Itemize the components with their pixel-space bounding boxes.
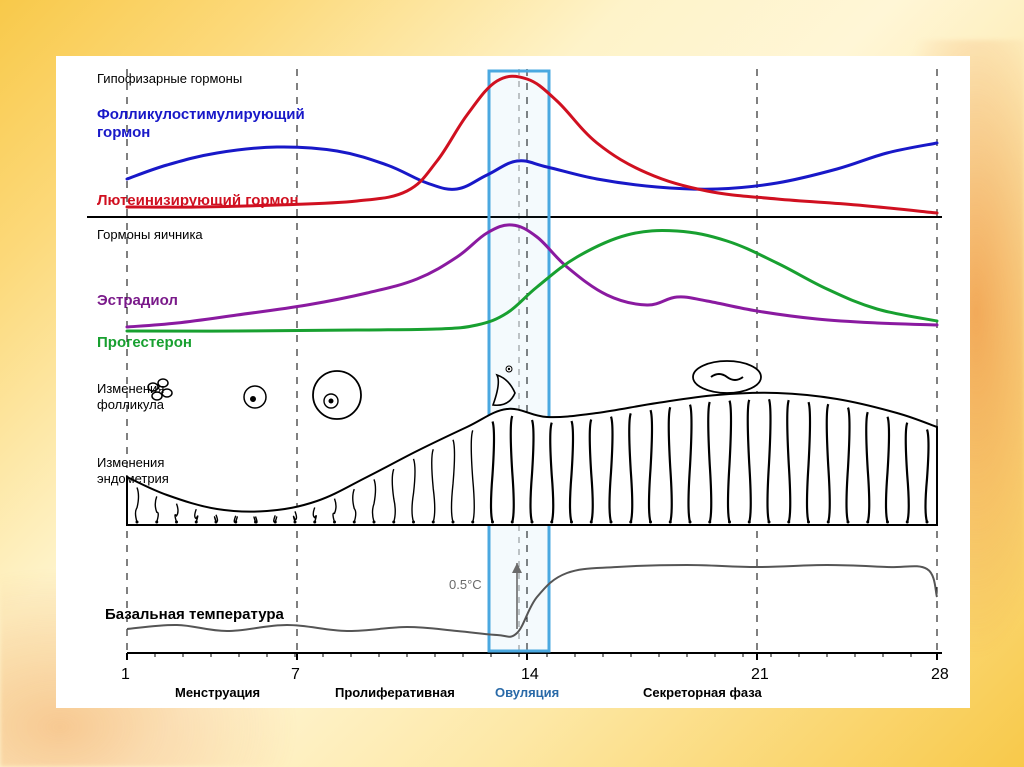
tick-label: 21 xyxy=(751,666,769,683)
menstrual-cycle-chart: 1 7 14 21 28 Гипофизарные гормоны Фолликулости… xyxy=(57,57,969,707)
phase-label: Овуляция xyxy=(495,685,559,700)
ovulation-highlight xyxy=(489,71,549,651)
label-basal: Базальная температура xyxy=(105,606,285,623)
label-follicle: Изменения xyxy=(97,381,164,396)
label-progesterone: Прогестерон xyxy=(97,334,192,351)
label-section1: Гипофизарные гормоны xyxy=(97,71,242,86)
label-section2: Гормоны яичника xyxy=(97,227,203,242)
label-fsh: Фолликулостимулирующий xyxy=(97,106,305,123)
tick-label: 7 xyxy=(291,666,300,683)
label-estradiol: Эстрадиол xyxy=(97,292,178,309)
label-delta: 0.5°C xyxy=(449,577,482,592)
label-endo: Изменения xyxy=(97,455,164,470)
phase-label: Менструация xyxy=(175,685,260,700)
tick-label: 14 xyxy=(521,666,539,683)
graafian-follicle xyxy=(313,371,361,419)
chart-panel: 1 7 14 21 28 Гипофизарные гормоны Фолликулости… xyxy=(56,56,970,708)
phase-label: Секреторная фаза xyxy=(643,685,763,700)
label-lh: Лютеинизирующий гормон xyxy=(97,192,299,209)
label-follicle2: фолликула xyxy=(97,397,165,412)
phase-label: Пролиферативная xyxy=(335,685,455,700)
tick-label: 28 xyxy=(931,666,949,683)
tick-label: 1 xyxy=(121,666,130,683)
label-endo2: эндометрия xyxy=(97,471,169,486)
label-fsh2: гормон xyxy=(97,124,150,141)
